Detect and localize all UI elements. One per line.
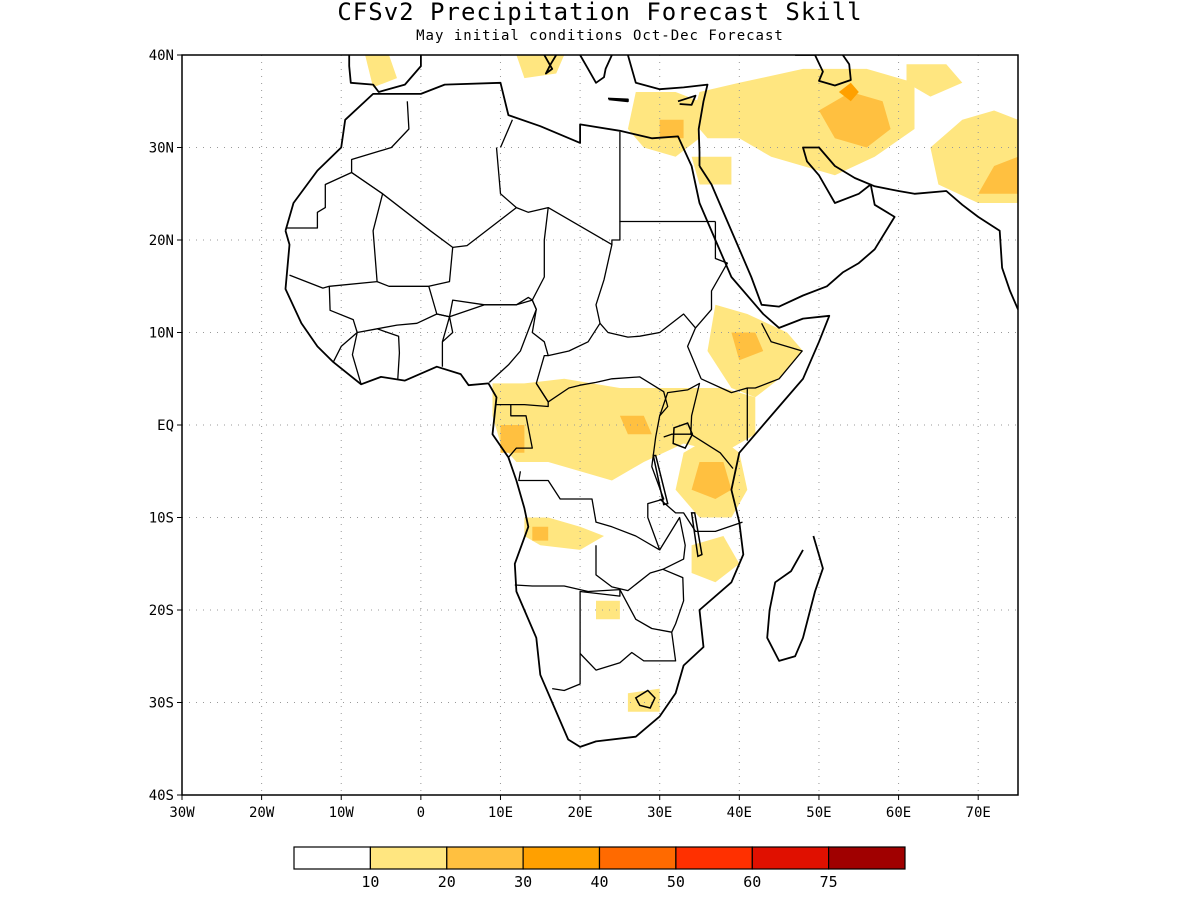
skill-region-iran-peak: [838, 82, 859, 102]
skill-region-angola-core: [532, 526, 549, 541]
legend-label: 30: [514, 873, 532, 891]
lake-lake-tanganyika: [652, 454, 669, 506]
lake-lake-victoria: [672, 422, 694, 450]
x-tick-label: 60E: [886, 805, 911, 821]
lake-lake-malawi: [690, 512, 703, 558]
x-tick-label: 50E: [806, 805, 831, 821]
border-nigeria-cameroon: [441, 299, 537, 383]
legend-swatch: [369, 846, 448, 870]
x-tick-label: 30W: [169, 805, 195, 821]
skill-region-angola-west: [524, 517, 604, 550]
x-tick-label: 20W: [249, 805, 275, 821]
y-tick-label: 10S: [149, 511, 174, 527]
border-west-africa-2: [351, 328, 401, 385]
border-chad-sudan: [531, 244, 613, 357]
legend-label: 75: [820, 873, 838, 891]
legend-swatch: [293, 846, 372, 870]
y-tick-label: 20N: [149, 233, 174, 249]
skill-region-caspian-east: [906, 64, 963, 97]
x-tick-label: 0: [417, 805, 425, 821]
legend-swatch: [827, 846, 906, 870]
skill-region-lesotho: [627, 688, 660, 712]
skill-region-ethiopia-core: [731, 332, 764, 361]
y-tick-label: 40N: [149, 48, 174, 64]
border-libya-algeria: [495, 147, 621, 246]
coastline-africa: [284, 81, 831, 748]
border-mali-niger: [376, 247, 454, 287]
legend-label: 50: [667, 873, 685, 891]
border-cameroon-gabon: [496, 354, 549, 408]
border-libya-tunisia: [499, 119, 513, 148]
border-zambia-zimbabwe: [595, 516, 686, 592]
legend-label: 40: [590, 873, 608, 891]
coastline-caspian: [795, 55, 852, 87]
border-west-africa-3: [328, 286, 358, 363]
legend-swatch: [675, 846, 753, 870]
skill-region-mozambique: [691, 536, 740, 583]
coastline-italy-greece: [543, 55, 557, 75]
border-mauritania: [285, 171, 384, 289]
skill-region-algeria-north: [365, 55, 397, 88]
border-sudan-south: [599, 313, 702, 380]
coastlines-layer: [284, 55, 1018, 748]
skill-region-iran-core: [819, 92, 891, 148]
y-tick-label: 30S: [149, 696, 174, 712]
legend-label: 20: [438, 873, 456, 891]
skill-region-botswana: [596, 600, 620, 620]
border-kenya-tanzania: [690, 433, 734, 469]
legend-swatch: [751, 846, 830, 870]
x-tick-label: 20E: [567, 805, 592, 821]
x-tick-label: 30E: [647, 805, 672, 821]
y-tick-label: 30N: [149, 141, 174, 157]
color-legend: 10 20 30 40 50 60 75: [293, 846, 906, 891]
border-angola-namibia: [514, 584, 621, 692]
coastline-balkans: [579, 55, 613, 84]
skill-region-pakistan-core: [978, 156, 1018, 194]
legend-swatch: [598, 846, 677, 870]
border-west-africa-1: [376, 313, 451, 367]
legend-swatch: [446, 846, 524, 870]
x-tick-label: 70E: [966, 805, 991, 821]
skill-region-tanzania-core: [691, 462, 732, 499]
border-ethiopia-kenya: [700, 323, 803, 394]
border-tanzania-moz: [659, 498, 743, 533]
border-mozambique-zim: [662, 568, 685, 633]
border-botswana-sa: [579, 589, 677, 671]
y-tick-label: EQ: [157, 418, 174, 434]
borders-layer: [285, 101, 803, 692]
axis-ticks: 30W 20W 10W 0 10E 20E 30E 40E 50E 60E 70E 40N 30N 20N…: [149, 48, 991, 821]
skill-region-tunisia: [516, 55, 565, 79]
skill-region-congo-core: [619, 415, 652, 435]
x-tick-label: 10W: [329, 805, 355, 821]
y-tick-label: 10N: [149, 326, 174, 342]
coastline-arabia-south: [698, 146, 1018, 310]
border-uganda: [659, 382, 701, 438]
skill-region-saudi-small: [691, 156, 732, 185]
y-tick-label: 20S: [149, 603, 174, 619]
coastline-crete: [607, 97, 629, 103]
chart-title: CFSv2 Precipitation Forecast Skill: [337, 0, 863, 26]
legend-label: 10: [361, 873, 379, 891]
coastline-arabia: [627, 55, 709, 166]
legend-label: 60: [743, 873, 761, 891]
border-car-drc: [518, 376, 669, 551]
skill-shading-layer: [365, 55, 1018, 712]
x-tick-label: 40E: [727, 805, 752, 821]
lake-lesotho-border: [634, 689, 656, 709]
border-algeria-morocco: [350, 101, 517, 249]
skill-region-egypt-core: [659, 119, 684, 139]
border-sudan-ethiopia: [695, 221, 729, 329]
coastline-madagascar: [766, 535, 824, 662]
border-gabon-congo: [507, 404, 533, 458]
skill-region-equatorial-belt: [492, 378, 756, 481]
legend-swatch: [522, 846, 601, 870]
coastline-cyprus: [677, 94, 697, 106]
y-tick-label: 40S: [149, 788, 174, 804]
coastline-europe-south: [348, 55, 422, 93]
x-tick-label: 10E: [488, 805, 513, 821]
skill-region-gabon-west: [500, 425, 525, 453]
chart-subtitle: May initial conditions Oct-Dec Forecast: [416, 28, 784, 44]
